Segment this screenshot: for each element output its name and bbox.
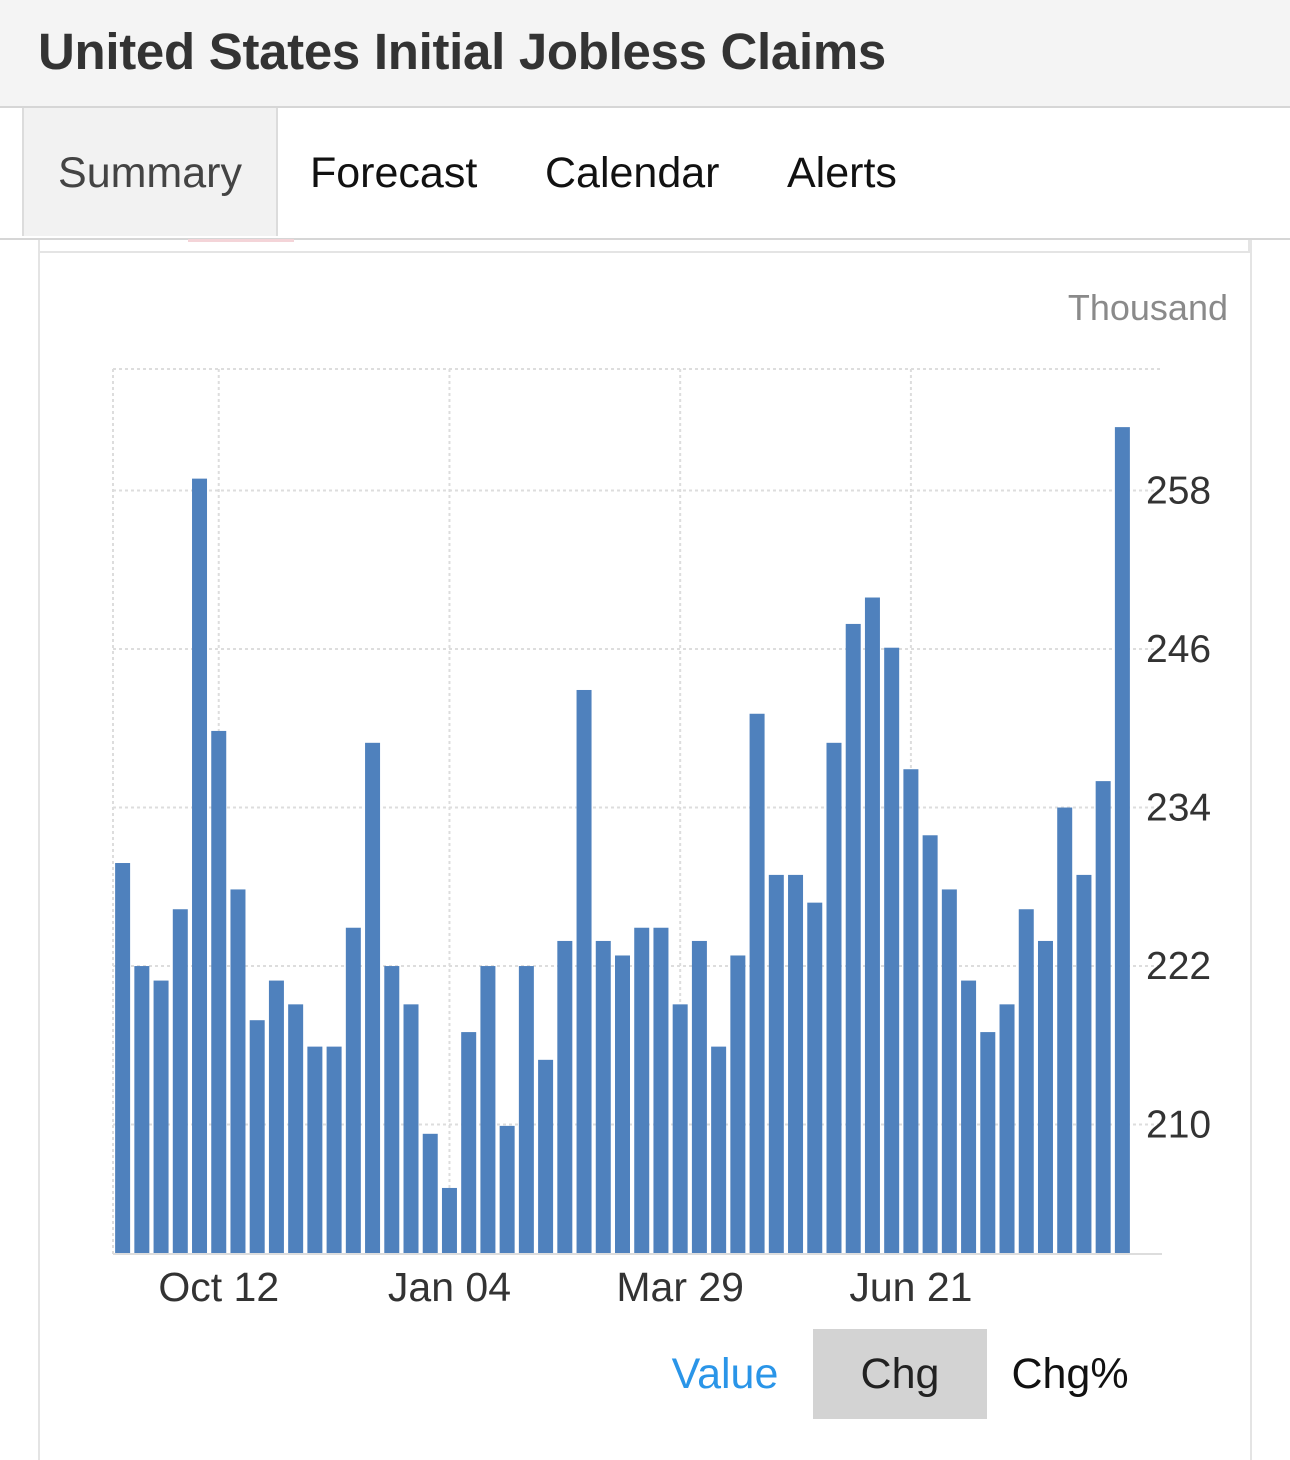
y-tick-label: 210 xyxy=(1146,1104,1211,1147)
chart-bar xyxy=(538,1059,554,1254)
chart-bar xyxy=(980,1032,996,1254)
chart-bar xyxy=(1095,781,1111,1254)
page-title: United States Initial Jobless Claims xyxy=(38,23,886,80)
chg-toggle[interactable]: Chg xyxy=(813,1329,987,1419)
y-tick-label: 234 xyxy=(1146,787,1211,830)
y-tick-label: 258 xyxy=(1146,470,1211,513)
chart-bar xyxy=(115,863,131,1254)
chart-bar xyxy=(749,713,765,1254)
chart-bar xyxy=(441,1187,457,1254)
tab-summary[interactable]: Summary xyxy=(22,108,278,236)
unit-label: Thousand xyxy=(1067,287,1228,328)
chart-bar xyxy=(576,689,592,1254)
chart-bar xyxy=(845,623,861,1254)
chart-bar xyxy=(634,927,650,1254)
chart-bar xyxy=(999,1004,1015,1254)
chart-bar xyxy=(807,902,823,1254)
chart-bar xyxy=(557,940,573,1254)
chart-bar xyxy=(518,966,534,1254)
chart-bar xyxy=(422,1133,438,1254)
y-tick-label: 222 xyxy=(1146,945,1211,988)
chart-bar xyxy=(884,647,900,1254)
y-tick-label: 246 xyxy=(1146,628,1211,671)
chart-bar xyxy=(345,927,361,1254)
chart-bar xyxy=(134,966,150,1254)
chart-bar xyxy=(653,927,669,1254)
chart-bar xyxy=(480,966,496,1254)
chart-bar xyxy=(961,980,977,1254)
chart-bar xyxy=(1057,807,1073,1254)
panel-accent xyxy=(188,239,294,242)
chart-bar xyxy=(788,874,804,1254)
chart-bar xyxy=(230,889,246,1254)
chart-bar xyxy=(1037,940,1053,1254)
chart-bar xyxy=(288,1004,304,1254)
chart-bar xyxy=(461,1032,477,1254)
tab-calendar[interactable]: Calendar xyxy=(545,149,720,197)
tab-alerts[interactable]: Alerts xyxy=(787,149,897,197)
chart-bar xyxy=(249,1020,265,1254)
chart-bar xyxy=(268,980,284,1254)
chart-bar xyxy=(172,909,188,1254)
chart-bar xyxy=(595,940,611,1254)
chart-bar xyxy=(192,478,208,1254)
chg-percent-toggle[interactable]: Chg% xyxy=(1011,1350,1129,1398)
value-toggle[interactable]: Value xyxy=(671,1350,779,1398)
chart-bar xyxy=(672,1004,688,1254)
chart-bar xyxy=(365,742,381,1254)
chart-bar xyxy=(826,742,842,1254)
chart-bar xyxy=(1076,874,1092,1254)
chart-bar xyxy=(864,597,880,1254)
chart-bar xyxy=(403,1004,419,1254)
tabs-bar: Summary Forecast Calendar Alerts xyxy=(0,108,1290,240)
chart-bar xyxy=(903,769,919,1254)
x-tick-label: Jan 04 xyxy=(388,1264,511,1310)
chart-bar xyxy=(307,1046,323,1254)
chart-bar xyxy=(499,1125,515,1254)
chart-bar xyxy=(1018,909,1034,1254)
chart-bar xyxy=(153,980,169,1254)
chart-bar xyxy=(941,889,957,1254)
chart-panel xyxy=(38,240,1252,1460)
x-tick-label: Jun 21 xyxy=(849,1264,972,1310)
chart-bar xyxy=(211,730,227,1254)
panel-corner-left xyxy=(38,240,40,253)
panel-corner-right xyxy=(1248,240,1250,253)
chart-bar xyxy=(768,874,784,1254)
chart-bar xyxy=(384,966,400,1254)
tab-forecast[interactable]: Forecast xyxy=(310,149,478,197)
panel-divider xyxy=(38,251,1252,253)
chart-bar xyxy=(691,940,707,1254)
x-tick-label: Mar 29 xyxy=(616,1264,744,1310)
x-tick-label: Oct 12 xyxy=(158,1264,279,1310)
chart-bar xyxy=(711,1046,727,1254)
chart-bar xyxy=(326,1046,342,1254)
title-bar: United States Initial Jobless Claims xyxy=(0,0,1290,108)
chart-bar xyxy=(922,835,938,1254)
chart-bar xyxy=(1114,427,1130,1255)
chart-bar xyxy=(615,955,630,1254)
chart-bar xyxy=(730,955,746,1254)
